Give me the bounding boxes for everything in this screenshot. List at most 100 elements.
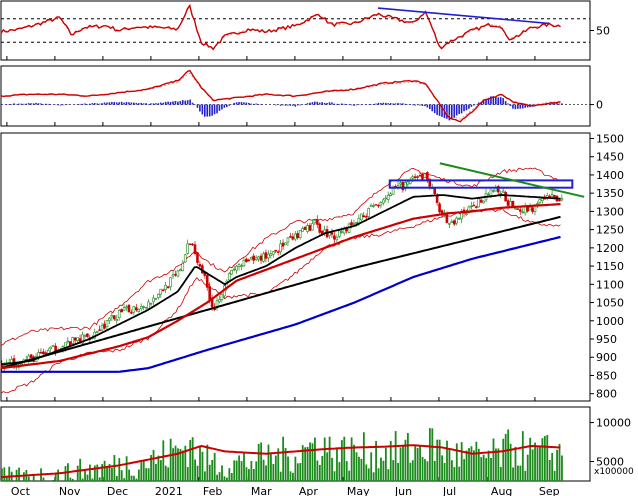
- macd-histogram-bar: [84, 103, 86, 105]
- volume-bar: [497, 448, 500, 481]
- volume-bar: [556, 449, 558, 481]
- volume-bar: [113, 455, 116, 481]
- volume-bar: [289, 471, 292, 481]
- macd-histogram-bar: [333, 103, 336, 105]
- macd-histogram-bar: [81, 103, 84, 105]
- candle-body: [499, 192, 503, 195]
- candle-body: [404, 182, 407, 190]
- macd-histogram-bar: [450, 104, 453, 120]
- candle-body: [171, 274, 175, 277]
- volume-bar: [115, 475, 118, 481]
- volume-bar: [348, 470, 351, 481]
- candle-body: [531, 207, 534, 212]
- macd-histogram-bar: [208, 104, 211, 117]
- y-tick-label: 1150: [596, 260, 624, 273]
- candle-body: [313, 220, 317, 224]
- volume-bar: [270, 454, 272, 481]
- macd-histogram-bar: [375, 103, 377, 105]
- macd-histogram-bar: [482, 99, 485, 105]
- candle-body: [122, 307, 126, 311]
- volume-bar: [426, 461, 429, 481]
- macd-histogram-bar: [177, 101, 179, 105]
- volume-bar: [81, 478, 84, 481]
- macd-histogram-bar: [115, 102, 118, 105]
- volume-bar: [490, 458, 492, 481]
- volume-bar: [296, 463, 299, 481]
- candle-body: [269, 253, 273, 256]
- candle-body: [218, 299, 221, 303]
- candle-body: [470, 205, 473, 208]
- volume-bar: [277, 448, 280, 481]
- volume-bar: [397, 462, 399, 481]
- candle-body: [267, 253, 270, 259]
- volume-bar: [404, 439, 407, 481]
- macd-histogram-bar: [289, 104, 292, 106]
- bollinger-lower-band: [0, 207, 561, 394]
- x-tick-label: Jun: [394, 485, 412, 496]
- candle-body: [386, 194, 390, 200]
- volume-bar: [27, 476, 30, 481]
- candle-body: [86, 333, 89, 337]
- volume-bar: [333, 471, 336, 481]
- candle-body: [262, 253, 265, 262]
- y-tick-label: 900: [596, 351, 617, 364]
- candle-body: [450, 221, 454, 223]
- volume-bar: [299, 463, 302, 481]
- y-tick-label: 1100: [596, 278, 624, 291]
- macd-histogram-bar: [416, 104, 419, 106]
- macd-histogram-bar: [504, 101, 507, 105]
- candle-body: [279, 243, 282, 253]
- candle-body: [538, 198, 542, 204]
- volume-bar: [399, 447, 402, 481]
- macd-histogram-bar: [306, 103, 309, 105]
- volume-bar: [424, 459, 426, 481]
- macd-histogram-bar: [377, 102, 380, 105]
- volume-bar: [162, 440, 165, 481]
- volume-bar: [473, 450, 475, 481]
- candle-body: [81, 334, 84, 344]
- candle-body: [259, 255, 263, 261]
- macd-histogram-bar: [414, 104, 416, 106]
- candle-body: [448, 223, 451, 225]
- volume-bar: [42, 477, 45, 481]
- ma-black-short-line: [0, 194, 561, 366]
- volume-bar: [265, 465, 267, 481]
- macd-histogram-bar: [140, 102, 143, 105]
- volume-bar: [71, 478, 74, 481]
- macd-histogram-bar: [524, 104, 526, 108]
- macd-histogram-bar: [453, 104, 456, 118]
- macd-histogram-bar: [243, 102, 245, 105]
- volume-bars: [1, 428, 563, 481]
- candle-body: [125, 306, 128, 309]
- candle-body: [540, 198, 544, 201]
- macd-histogram-bar: [473, 104, 475, 106]
- volume-bar: [421, 457, 424, 481]
- macd-histogram-bar: [47, 103, 50, 105]
- price-y-axis: 1500 1450 1400 1350 1300 1250 1200 1150 1100 1050…: [590, 132, 624, 401]
- bollinger-upper-band: [0, 167, 561, 346]
- volume-bar: [255, 461, 258, 481]
- volume-bar: [358, 456, 360, 481]
- candle-body: [421, 173, 424, 180]
- macd-histogram-bar: [155, 103, 157, 105]
- candle-body: [479, 199, 483, 203]
- candle-body: [274, 249, 278, 252]
- macd-histogram-bar: [512, 104, 514, 109]
- candle-body: [374, 204, 378, 206]
- volume-bar: [216, 474, 219, 481]
- macd-histogram-bar: [106, 102, 108, 105]
- candle-body: [105, 319, 109, 328]
- candle-body: [78, 338, 82, 342]
- volume-bar: [551, 453, 554, 481]
- y-tick-label: 1250: [596, 224, 624, 237]
- macd-histogram-bar: [157, 103, 160, 105]
- candle-body: [240, 265, 243, 267]
- macd-histogram-bar: [424, 104, 426, 107]
- macd-histogram-bar: [233, 102, 235, 105]
- macd-histogram-bar: [245, 102, 248, 105]
- macd-histogram-bar: [213, 104, 216, 115]
- candle-body: [130, 312, 133, 314]
- macd-histogram-bar: [521, 104, 524, 109]
- macd-histogram-bar: [326, 103, 328, 105]
